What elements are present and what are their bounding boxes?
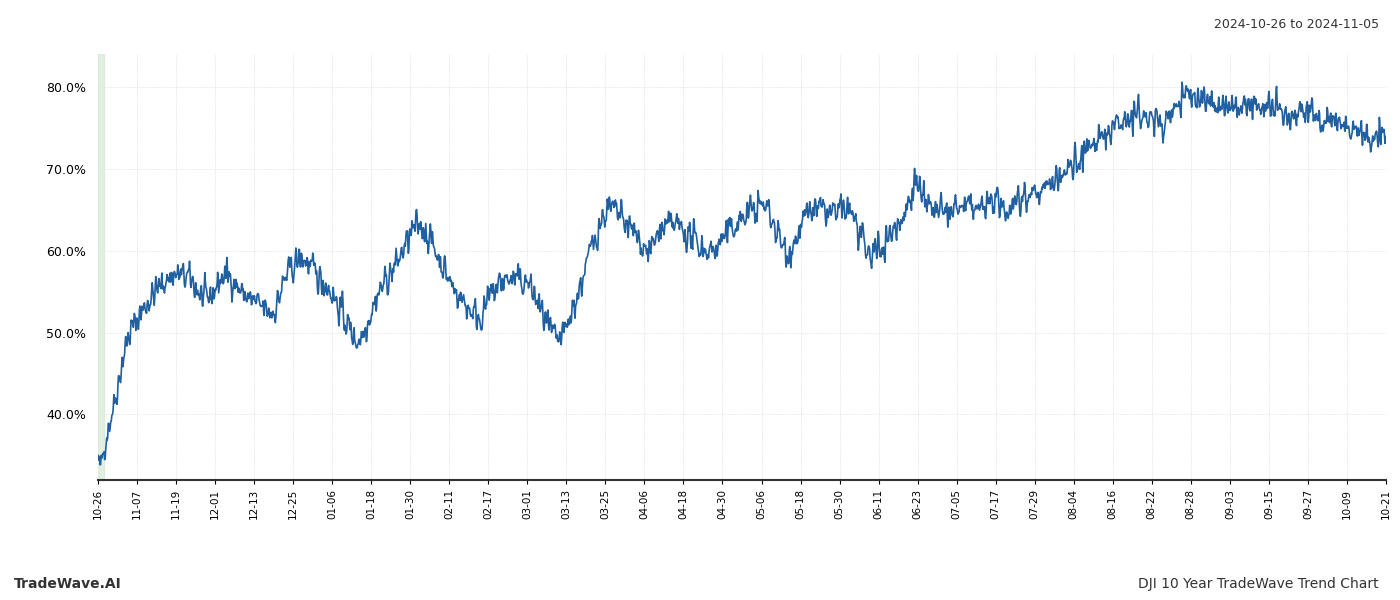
Text: TradeWave.AI: TradeWave.AI <box>14 577 122 591</box>
Bar <box>98 54 104 480</box>
Text: 2024-10-26 to 2024-11-05: 2024-10-26 to 2024-11-05 <box>1214 18 1379 31</box>
Text: DJI 10 Year TradeWave Trend Chart: DJI 10 Year TradeWave Trend Chart <box>1138 577 1379 591</box>
